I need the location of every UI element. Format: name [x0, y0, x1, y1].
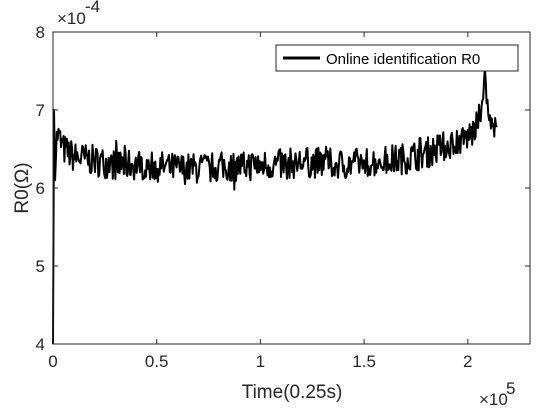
axes-box — [52, 31, 531, 345]
x-tick-label: 2 — [463, 352, 472, 371]
x-exponent: ×10 5 — [479, 379, 515, 409]
plot-area — [52, 66, 498, 345]
y-tick-label: 8 — [36, 23, 45, 42]
legend: Online identification R0 — [275, 44, 519, 72]
y-exponent-base: ×10 — [57, 9, 86, 28]
tick-layer: 0 0.5 1 1.5 2 4 5 6 7 8 — [36, 23, 530, 371]
y-tick-label: 5 — [36, 257, 45, 276]
legend-label: Online identification R0 — [326, 51, 480, 68]
y-exponent: ×10 -4 — [57, 0, 100, 28]
x-exponent-base: ×10 — [479, 390, 508, 409]
x-exponent-power: 5 — [506, 379, 515, 398]
y-axis-label: R0(Ω) — [12, 162, 33, 213]
x-axis-label: Time(0.25s) — [242, 382, 343, 403]
y-tick-label: 6 — [36, 179, 45, 198]
x-tick-label: 1 — [256, 352, 265, 371]
y-tick-label: 7 — [36, 101, 45, 120]
y-tick-label: 4 — [36, 335, 45, 354]
x-tick-label: 1.5 — [352, 352, 376, 371]
y-exponent-power: -4 — [85, 0, 100, 16]
x-tick-label: 0.5 — [145, 352, 169, 371]
x-tick-label: 0 — [48, 352, 57, 371]
series-line-online-identification-r0 — [52, 66, 498, 345]
